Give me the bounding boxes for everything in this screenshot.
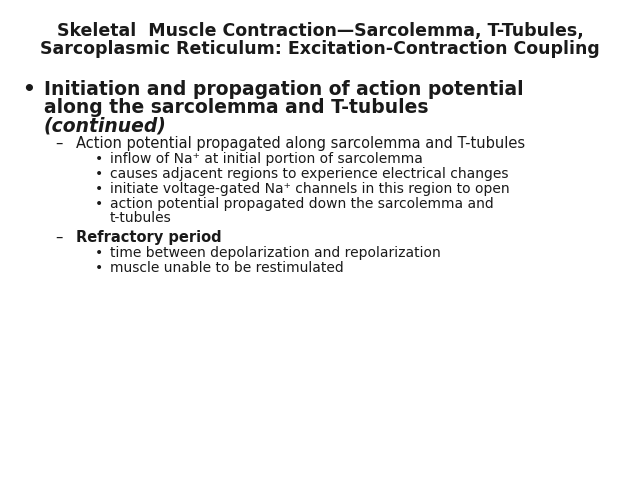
Text: •: • (95, 261, 103, 275)
Text: action potential propagated down the sarcolemma and: action potential propagated down the sar… (110, 197, 493, 211)
Text: causes adjacent regions to experience electrical changes: causes adjacent regions to experience el… (110, 167, 509, 181)
Text: Skeletal  Muscle Contraction—Sarcolemma, T-Tubules,: Skeletal Muscle Contraction—Sarcolemma, … (56, 22, 584, 40)
Text: initiate voltage-gated Na⁺ channels in this region to open: initiate voltage-gated Na⁺ channels in t… (110, 182, 509, 196)
Text: inflow of Na⁺ at initial portion of sarcolemma: inflow of Na⁺ at initial portion of sarc… (110, 152, 423, 166)
Text: muscle unable to be restimulated: muscle unable to be restimulated (110, 261, 344, 275)
Text: –: – (55, 230, 62, 245)
Text: •: • (95, 167, 103, 181)
Text: Initiation and propagation of action potential: Initiation and propagation of action pot… (44, 80, 524, 99)
Text: along the sarcolemma and T-tubules: along the sarcolemma and T-tubules (44, 98, 429, 117)
Text: (continued): (continued) (44, 116, 167, 135)
Text: –: – (55, 136, 62, 151)
Text: time between depolarization and repolarization: time between depolarization and repolari… (110, 246, 441, 260)
Text: •: • (95, 152, 103, 166)
Text: •: • (22, 80, 35, 99)
Text: •: • (95, 197, 103, 211)
Text: t-tubules: t-tubules (110, 211, 172, 225)
Text: Sarcoplasmic Reticulum: Excitation-Contraction Coupling: Sarcoplasmic Reticulum: Excitation-Contr… (40, 40, 600, 58)
Text: •: • (95, 182, 103, 196)
Text: Action potential propagated along sarcolemma and T-tubules: Action potential propagated along sarcol… (76, 136, 525, 151)
Text: •: • (95, 246, 103, 260)
Text: Refractory period: Refractory period (76, 230, 221, 245)
